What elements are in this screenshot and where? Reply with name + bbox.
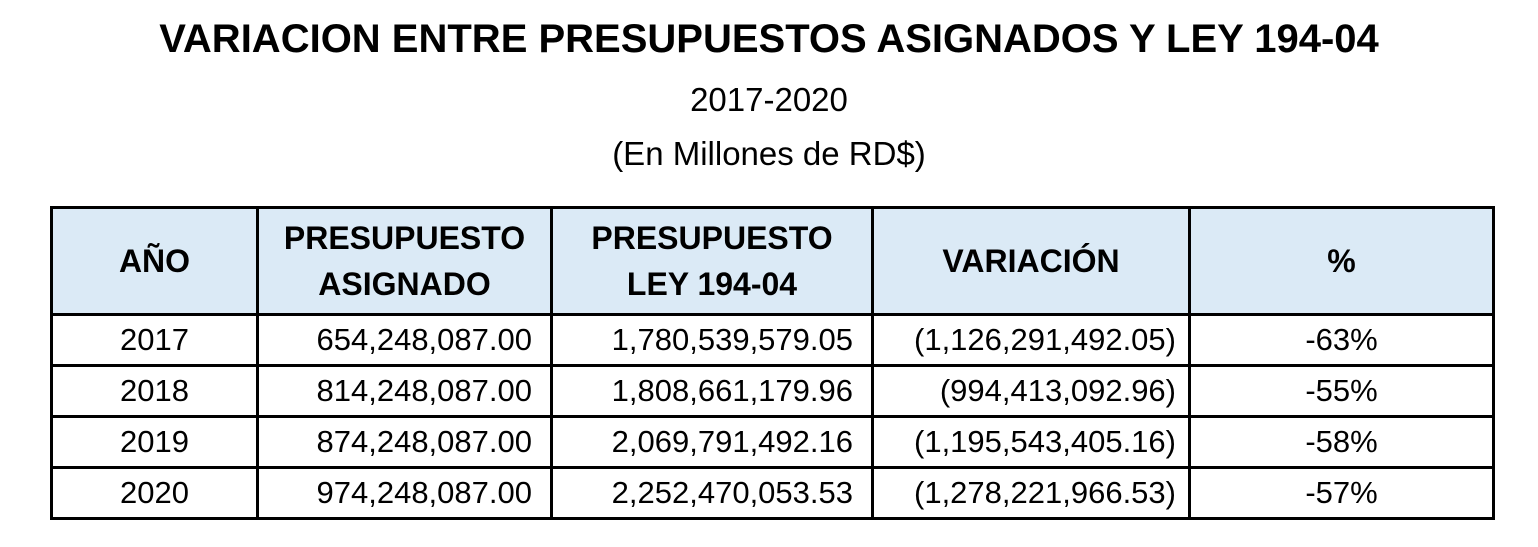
- cell-percent: -55%: [1188, 364, 1495, 418]
- cell-variation: (1,195,543,405.16): [871, 415, 1191, 469]
- cell-variation: (1,278,221,966.53): [871, 466, 1191, 520]
- header-variation: VARIACIÓN: [871, 206, 1191, 316]
- header-assigned: PRESUPUESTO ASIGNADO: [256, 206, 553, 316]
- document-title: VARIACION ENTRE PRESUPUESTOS ASIGNADOS Y…: [159, 17, 1379, 61]
- table-row: 2018 814,248,087.00 1,808,661,179.96 (99…: [50, 364, 1495, 418]
- cell-assigned: 874,248,087.00: [256, 415, 553, 469]
- units-note: (En Millones de RD$): [612, 135, 926, 172]
- cell-year: 2019: [50, 415, 259, 469]
- cell-percent: -58%: [1188, 415, 1495, 469]
- table-row: 2020 974,248,087.00 2,252,470,053.53 (1,…: [50, 466, 1495, 520]
- table-row: 2017 654,248,087.00 1,780,539,579.05 (1,…: [50, 313, 1495, 367]
- table-header-row: AÑO PRESUPUESTO ASIGNADO PRESUPUESTO LEY…: [50, 206, 1495, 316]
- header-law: PRESUPUESTO LEY 194-04: [550, 206, 874, 316]
- cell-assigned: 974,248,087.00: [256, 466, 553, 520]
- cell-variation: (1,126,291,492.05): [871, 313, 1191, 367]
- header-year: AÑO: [50, 206, 259, 316]
- cell-year: 2020: [50, 466, 259, 520]
- header-assigned-line2: ASIGNADO: [318, 266, 491, 302]
- table-row: 2019 874,248,087.00 2,069,791,492.16 (1,…: [50, 415, 1495, 469]
- header-assigned-line1: PRESUPUESTO: [283, 220, 526, 256]
- cell-year: 2018: [50, 364, 259, 418]
- header-law-line1: PRESUPUESTO: [591, 220, 833, 256]
- cell-year: 2017: [50, 313, 259, 367]
- cell-percent: -57%: [1188, 466, 1495, 520]
- cell-percent: -63%: [1188, 313, 1495, 367]
- cell-law: 2,069,791,492.16: [550, 415, 874, 469]
- header-law-line2: LEY 194-04: [626, 266, 798, 302]
- cell-law: 1,780,539,579.05: [550, 313, 874, 367]
- cell-assigned: 654,248,087.00: [256, 313, 553, 367]
- cell-assigned: 814,248,087.00: [256, 364, 553, 418]
- cell-law: 2,252,470,053.53: [550, 466, 874, 520]
- cell-law: 1,808,661,179.96: [550, 364, 874, 418]
- header-percent: %: [1188, 206, 1495, 316]
- period-subtitle: 2017-2020: [690, 81, 848, 118]
- cell-variation: (994,413,092.96): [871, 364, 1191, 418]
- budget-variation-table: AÑO PRESUPUESTO ASIGNADO PRESUPUESTO LEY…: [50, 206, 1495, 520]
